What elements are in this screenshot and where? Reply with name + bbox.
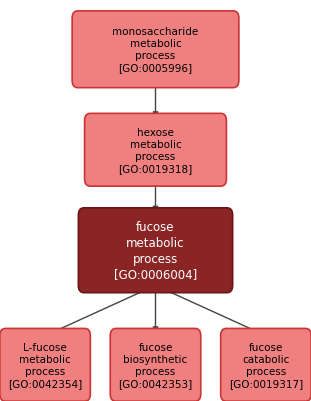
FancyBboxPatch shape	[72, 12, 239, 89]
Text: L-fucose
metabolic
process
[GO:0042354]: L-fucose metabolic process [GO:0042354]	[8, 342, 82, 388]
Text: fucose
metabolic
process
[GO:0006004]: fucose metabolic process [GO:0006004]	[114, 221, 197, 280]
FancyBboxPatch shape	[85, 114, 226, 187]
Text: fucose
catabolic
process
[GO:0019317]: fucose catabolic process [GO:0019317]	[229, 342, 303, 388]
Text: fucose
biosynthetic
process
[GO:0042353]: fucose biosynthetic process [GO:0042353]	[118, 342, 193, 388]
FancyBboxPatch shape	[0, 329, 90, 401]
FancyBboxPatch shape	[78, 209, 233, 293]
Text: hexose
metabolic
process
[GO:0019318]: hexose metabolic process [GO:0019318]	[118, 128, 193, 173]
FancyBboxPatch shape	[110, 329, 201, 401]
Text: monosaccharide
metabolic
process
[GO:0005996]: monosaccharide metabolic process [GO:000…	[112, 27, 199, 73]
FancyBboxPatch shape	[221, 329, 311, 401]
